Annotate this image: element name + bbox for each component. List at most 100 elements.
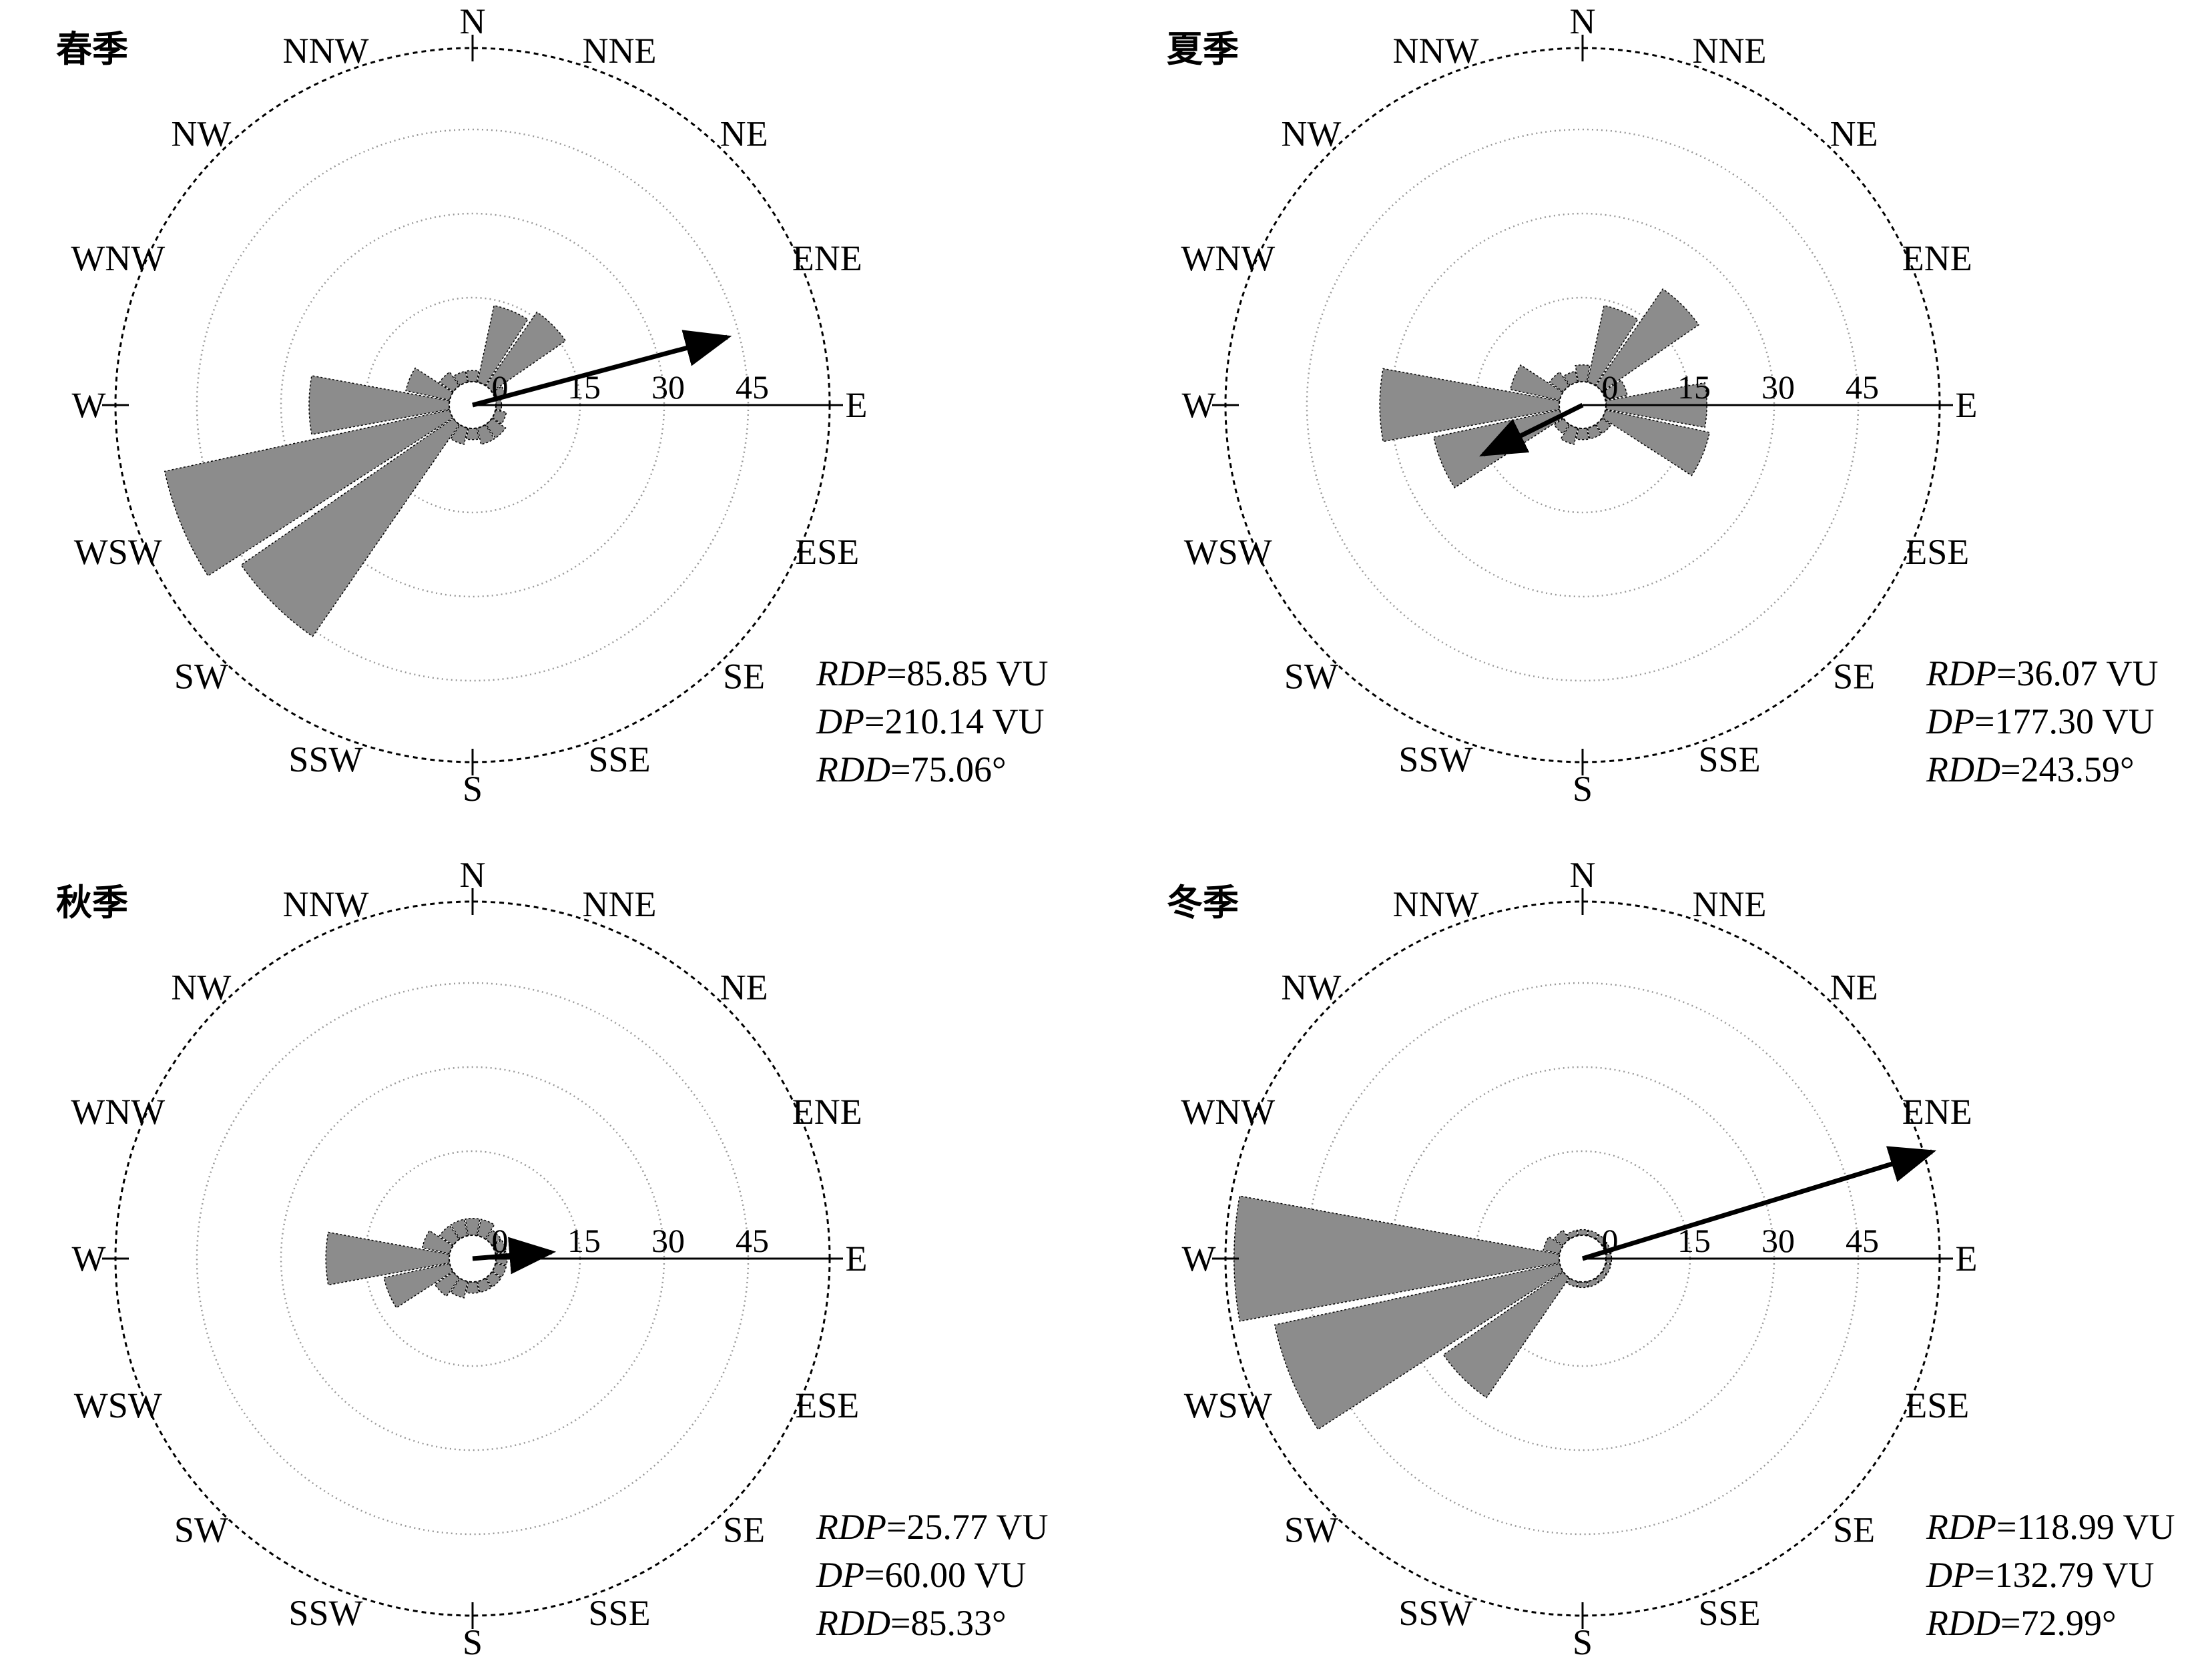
direction-label-WSW: WSW <box>1184 532 1272 572</box>
petal-W <box>308 375 451 435</box>
direction-label-WNW: WNW <box>1181 238 1275 278</box>
direction-label-S: S <box>1573 769 1593 809</box>
ring-tick-label: 15 <box>567 1222 601 1259</box>
petal-S <box>1577 1281 1589 1289</box>
petal-N <box>465 370 480 383</box>
direction-label-SSE: SSE <box>589 739 651 779</box>
direction-label-S: S <box>463 769 483 809</box>
petal-SW <box>434 1271 461 1297</box>
direction-label-NNE: NNE <box>583 884 657 924</box>
stat-rdp: RDP=36.07 VU <box>1926 653 2158 693</box>
direction-label-E: E <box>846 1239 868 1279</box>
direction-label-SSE: SSE <box>1699 739 1761 779</box>
direction-label-SE: SE <box>1833 1510 1875 1550</box>
petal-W <box>325 1231 451 1286</box>
petal-NNW <box>1566 1229 1579 1240</box>
wind-rose-spring: 春季 0 15 30 45NNNENEENEEESESESSESSSWSWWSWWWN… <box>56 1 1048 809</box>
direction-label-WSW: WSW <box>74 532 162 572</box>
direction-label-NNW: NNW <box>1392 884 1478 924</box>
direction-label-NE: NE <box>1830 113 1878 153</box>
direction-label-W: W <box>72 1239 106 1279</box>
petal-SE <box>1595 1271 1607 1283</box>
direction-label-NE: NE <box>720 113 768 153</box>
direction-label-SW: SW <box>174 1510 228 1550</box>
panel-title: 秋季 <box>56 882 128 924</box>
panel-title: 春季 <box>56 28 128 70</box>
stat-rdp: RDP=25.77 VU <box>816 1507 1048 1547</box>
direction-label-WNW: WNW <box>71 238 165 278</box>
direction-label-N: N <box>1570 1 1596 41</box>
direction-label-W: W <box>72 385 106 425</box>
stat-rdd: RDD=72.99° <box>1926 1603 2117 1643</box>
wind-rose-summer: 夏季 0 15 30 45 N NNE NE ENE E ESE SE SSE S SSW SW WSW W WN… <box>1167 1 2158 809</box>
direction-label-ENE: ENE <box>1902 238 1972 278</box>
direction-label-SW: SW <box>174 657 228 697</box>
petal-ENE <box>1601 379 1628 401</box>
ring-tick-label: 45 <box>736 368 769 406</box>
direction-label-NW: NW <box>171 967 231 1007</box>
direction-label-E: E <box>846 385 868 425</box>
direction-label-NW: NW <box>1281 967 1341 1007</box>
direction-label-N: N <box>1570 855 1596 895</box>
direction-label-W: W <box>1182 385 1216 425</box>
direction-label-ENE: ENE <box>792 1092 862 1132</box>
direction-label-NNW: NNW <box>1392 31 1478 71</box>
ring-tick-label: 15 <box>1677 368 1711 406</box>
ring-tick-label: 30 <box>1761 368 1795 406</box>
direction-label-NW: NW <box>171 113 231 153</box>
ring-tick-label: 30 <box>651 368 685 406</box>
stat-dp: DP=132.79 VU <box>1926 1555 2154 1595</box>
direction-label-SE: SE <box>1833 657 1875 697</box>
petal-NNE <box>1587 1229 1599 1240</box>
direction-label-NW: NW <box>1281 113 1341 153</box>
direction-label-SE: SE <box>723 1510 765 1550</box>
direction-label-NE: NE <box>720 967 768 1007</box>
petal-WNW <box>405 367 454 401</box>
stat-dp: DP=210.14 VU <box>816 701 1044 741</box>
direction-label-SSW: SSW <box>288 1593 362 1633</box>
petal-SSE <box>1587 1277 1599 1288</box>
direction-label-SSW: SSW <box>1398 739 1472 779</box>
petal-NNE <box>1587 304 1639 386</box>
petal-NE <box>1595 288 1699 393</box>
stat-rdd: RDD=75.06° <box>816 749 1007 789</box>
petal-ESE <box>1601 1263 1612 1275</box>
direction-label-NNE: NNE <box>583 31 657 71</box>
direction-label-E: E <box>1956 1239 1978 1279</box>
direction-label-WNW: WNW <box>1181 1092 1275 1132</box>
direction-label-ENE: ENE <box>1902 1092 1972 1132</box>
direction-label-WSW: WSW <box>74 1385 162 1425</box>
petal-WSW <box>164 409 454 577</box>
direction-label-NE: NE <box>1830 967 1878 1007</box>
petal-NE <box>1595 1234 1607 1247</box>
stat-rdp: RDP=118.99 VU <box>1926 1507 2175 1547</box>
direction-label-NNW: NNW <box>282 884 368 924</box>
petal-S <box>1575 427 1590 440</box>
stat-rdd: RDD=85.33° <box>816 1603 1007 1643</box>
direction-label-NNE: NNE <box>1693 884 1767 924</box>
direction-label-SSE: SSE <box>589 1593 651 1633</box>
ring-tick-label: 45 <box>1846 1222 1879 1259</box>
direction-label-E: E <box>1956 385 1978 425</box>
direction-label-N: N <box>460 1 486 41</box>
direction-label-S: S <box>463 1622 483 1662</box>
petal-S <box>465 427 480 440</box>
direction-label-SSW: SSW <box>1398 1593 1472 1633</box>
direction-label-ENE: ENE <box>792 238 862 278</box>
resultant-drift-arrow <box>1479 402 1584 456</box>
ring-tick-label: 30 <box>1761 1222 1795 1259</box>
petal-NNE <box>477 304 529 386</box>
direction-label-SSW: SSW <box>288 739 362 779</box>
direction-label-ESE: ESE <box>1905 1385 1969 1425</box>
resultant-drift-arrow <box>472 1237 557 1275</box>
resultant-drift-arrow <box>1581 1146 1937 1261</box>
direction-label-WNW: WNW <box>71 1092 165 1132</box>
stat-rdd: RDD=243.59° <box>1926 749 2135 789</box>
ring-tick-label: 45 <box>736 1222 769 1259</box>
direction-label-N: N <box>460 855 486 895</box>
direction-label-ESE: ESE <box>1905 532 1969 572</box>
petal-SSW <box>1566 1277 1579 1288</box>
petal-WSW <box>383 1263 454 1309</box>
direction-label-W: W <box>1182 1239 1216 1279</box>
